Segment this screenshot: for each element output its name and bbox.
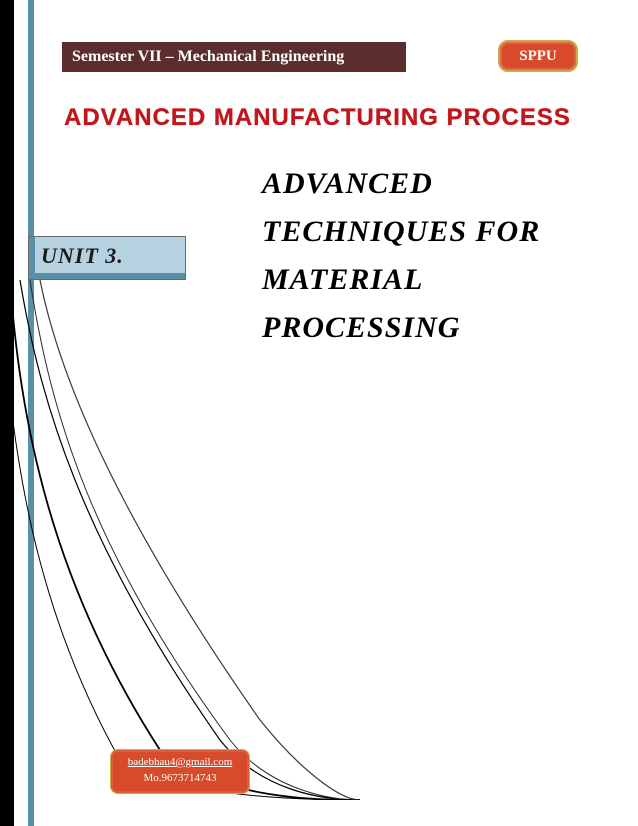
unit-tab: UNIT 3. bbox=[28, 236, 186, 280]
footer-phone: Mo.9673714743 bbox=[111, 772, 249, 784]
accent-bar bbox=[28, 0, 34, 826]
footer-email: badebhau4@gmail.com bbox=[111, 756, 249, 768]
unit-label: UNIT 3. bbox=[41, 237, 197, 275]
left-border bbox=[0, 0, 14, 826]
course-title: ADVANCED MANUFACTURING PROCESS bbox=[64, 104, 584, 132]
semester-banner: Semester VII – Mechanical Engineering bbox=[62, 42, 406, 72]
footer-contact: badebhau4@gmail.com Mo.9673714743 bbox=[110, 749, 250, 794]
page-root: Semester VII – Mechanical Engineering SP… bbox=[0, 0, 638, 826]
subtitle: ADVANCED TECHNIQUES FOR MATERIAL PROCESS… bbox=[262, 160, 592, 352]
sppu-badge: SPPU bbox=[498, 40, 578, 72]
decorative-curves bbox=[0, 280, 360, 800]
